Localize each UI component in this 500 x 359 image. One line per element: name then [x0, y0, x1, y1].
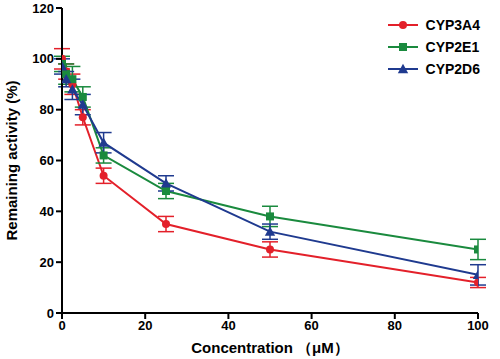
svg-text:0: 0 — [58, 318, 65, 333]
svg-text:60: 60 — [304, 318, 318, 333]
svg-text:20: 20 — [40, 255, 54, 270]
svg-text:120: 120 — [32, 1, 54, 16]
html-text:CYP2D6: CYP2D6 — [425, 61, 480, 77]
svg-text:80: 80 — [40, 102, 54, 117]
html-text:CYP2E1: CYP2E1 — [425, 39, 480, 55]
html-text:CYP3A4: CYP3A4 — [425, 17, 480, 33]
svg-text:20: 20 — [138, 318, 152, 333]
svg-text:60: 60 — [40, 153, 54, 168]
svg-text:Remaining activity (%): Remaining activity (%) — [8, 80, 20, 240]
svg-text:Concentration （μM）: Concentration （μM） — [191, 339, 349, 356]
svg-text:80: 80 — [388, 318, 402, 333]
svg-text:40: 40 — [40, 204, 54, 219]
svg-text:100: 100 — [467, 318, 489, 333]
svg-text:100: 100 — [32, 51, 54, 66]
svg-text:0: 0 — [47, 306, 54, 321]
svg-text:40: 40 — [221, 318, 235, 333]
